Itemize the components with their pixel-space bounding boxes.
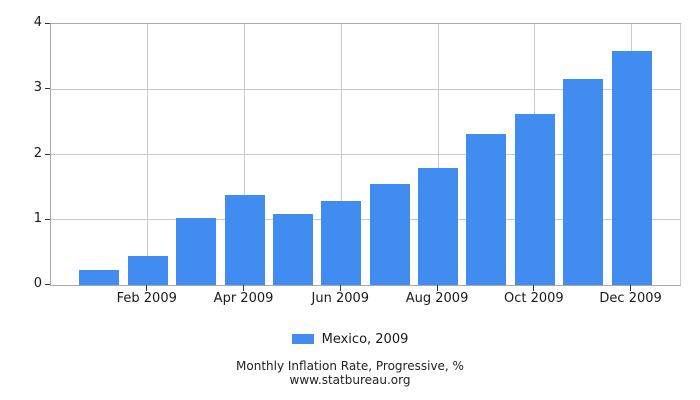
y-tick-0 bbox=[45, 284, 50, 285]
x-tick-apr-2009 bbox=[243, 285, 245, 291]
x-tick-oct-2009 bbox=[533, 285, 535, 291]
y-tick-label-2: 2 bbox=[33, 145, 42, 161]
gridline-x-apr-2009 bbox=[244, 24, 246, 285]
chart-title: Monthly Inflation Rate, Progressive, % bbox=[236, 359, 464, 373]
bar-jul-2009[interactable] bbox=[369, 183, 410, 285]
bar-feb-2009[interactable] bbox=[127, 255, 168, 285]
bar-may-2009[interactable] bbox=[272, 213, 313, 285]
plot-area bbox=[50, 23, 681, 286]
gridline-y-3 bbox=[51, 88, 680, 90]
bar-aug-2009[interactable] bbox=[418, 167, 459, 285]
y-tick-label-1: 1 bbox=[33, 210, 42, 226]
y-tick-3 bbox=[45, 88, 50, 90]
gridline-x-feb-2009 bbox=[147, 24, 149, 285]
bar-jun-2009[interactable] bbox=[321, 201, 362, 285]
x-tick-aug-2009 bbox=[436, 285, 438, 291]
chart-footer: Monthly Inflation Rate, Progressive, % w… bbox=[0, 359, 700, 387]
bar-oct-2009[interactable] bbox=[514, 114, 555, 285]
x-tick-label-aug-2009: Aug 2009 bbox=[405, 291, 469, 306]
bar-sep-2009[interactable] bbox=[466, 134, 507, 285]
gridline-y-1 bbox=[51, 219, 680, 221]
x-tick-label-feb-2009: Feb 2009 bbox=[116, 291, 177, 306]
y-tick-label-3: 3 bbox=[33, 80, 42, 96]
x-tick-label-dec-2009: Dec 2009 bbox=[599, 291, 662, 306]
x-tick-label-jun-2009: Jun 2009 bbox=[311, 291, 370, 306]
bar-dec-2009[interactable] bbox=[611, 51, 652, 285]
legend: Mexico, 2009 bbox=[0, 331, 700, 347]
y-tick-4 bbox=[45, 23, 50, 24]
gridline-x-jun-2009 bbox=[340, 24, 342, 285]
x-tick-label-oct-2009: Oct 2009 bbox=[503, 291, 564, 306]
gridline-y-2 bbox=[51, 154, 680, 155]
y-tick-label-0: 0 bbox=[33, 276, 42, 291]
y-tick-1 bbox=[45, 218, 50, 220]
legend-swatch bbox=[291, 334, 314, 344]
legend-label: Mexico, 2009 bbox=[321, 331, 409, 347]
x-tick-label-apr-2009: Apr 2009 bbox=[213, 291, 274, 306]
bar-apr-2009[interactable] bbox=[224, 194, 265, 285]
y-tick-2 bbox=[45, 153, 50, 155]
bar-jan-2009[interactable] bbox=[79, 270, 120, 285]
y-tick-label-4: 4 bbox=[33, 15, 42, 30]
x-tick-dec-2009 bbox=[630, 285, 632, 291]
x-tick-jun-2009 bbox=[339, 285, 341, 291]
bar-mar-2009[interactable] bbox=[176, 217, 217, 285]
x-tick-feb-2009 bbox=[146, 285, 148, 291]
bar-nov-2009[interactable] bbox=[563, 78, 604, 285]
chart-source: www.statbureau.org bbox=[289, 372, 411, 387]
gridline-x-aug-2009 bbox=[437, 24, 439, 285]
